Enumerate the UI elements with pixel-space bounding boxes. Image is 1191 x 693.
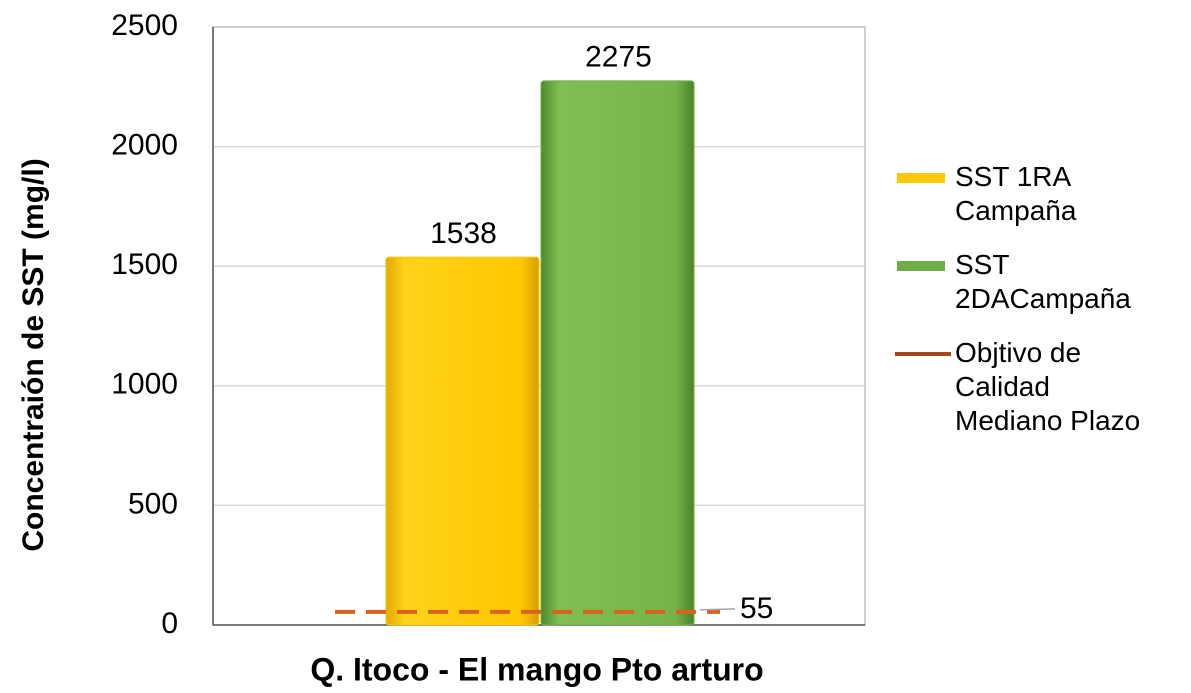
legend-item: SST 1RA Campaña xyxy=(895,160,1165,228)
y-tick-label: 2500 xyxy=(111,9,178,42)
legend-label: SST 2DACampaña xyxy=(955,249,1131,314)
y-tick-label: 1000 xyxy=(111,368,178,401)
data-label: 1538 xyxy=(430,217,497,250)
legend-label: Objtivo de Calidad Mediano Plazo xyxy=(955,337,1141,436)
bar xyxy=(540,80,695,626)
legend: SST 1RA Campaña SST 2DACampaña Objtivo de … xyxy=(895,160,1191,458)
legend-swatch xyxy=(895,352,951,356)
legend-label: SST 1RA Campaña xyxy=(955,161,1077,226)
y-axis-title: Concentraión de SST (mg/l) xyxy=(17,158,50,551)
data-label: 2275 xyxy=(585,41,652,74)
y-tick-label: 2000 xyxy=(111,129,178,162)
bar xyxy=(385,256,540,626)
legend-item: SST 2DACampaña xyxy=(895,248,1165,316)
legend-swatch xyxy=(897,261,945,271)
y-tick-label: 0 xyxy=(161,607,178,640)
x-tick-label: Q. Itoco - El mango Pto arturo xyxy=(310,651,763,687)
legend-swatch xyxy=(897,173,945,183)
data-label: 55 xyxy=(740,592,773,625)
legend-item: Objtivo de Calidad Mediano Plazo xyxy=(895,336,1165,438)
y-tick-label: 500 xyxy=(128,487,178,520)
y-tick-label: 1500 xyxy=(111,248,178,281)
leader-line xyxy=(699,608,736,611)
